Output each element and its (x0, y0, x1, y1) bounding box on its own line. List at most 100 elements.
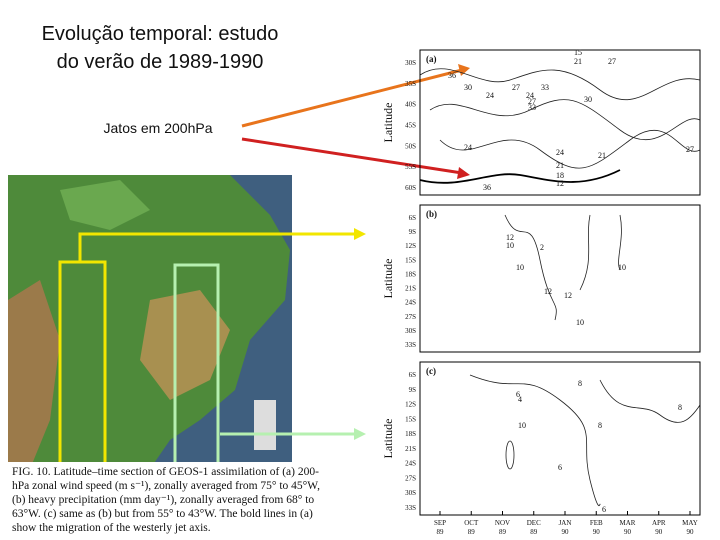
y-tick-label: 50S (405, 142, 416, 150)
x-tick-year: 89 (499, 528, 507, 536)
caption-line: FIG. 10. Latitude–time section of GEOS-1… (12, 466, 319, 478)
y-tick-label: 12S (405, 242, 416, 250)
contour-label: 24 (464, 143, 472, 152)
contour-label: 24 (556, 148, 564, 157)
contour (469, 374, 701, 507)
arrow-yellow (78, 232, 356, 262)
contour-label: 12 (564, 291, 572, 300)
contour-label: 27 (528, 97, 536, 106)
contour-label: 10 (516, 263, 524, 272)
y-tick-label: 12S (405, 401, 416, 409)
y-tick-label: 6S (409, 214, 417, 222)
contour-label: 8 (578, 379, 582, 388)
y-tick-label: 30S (405, 489, 416, 497)
y-tick-label: 9S (409, 228, 417, 236)
y-tick-label: 35S (405, 80, 416, 88)
y-tick-label: 27S (405, 474, 416, 482)
x-tick-year: 90 (624, 528, 632, 536)
contour-label: 8 (678, 403, 682, 412)
contour-label: 27 (608, 57, 616, 66)
panel-frame (419, 204, 701, 353)
arrowhead (354, 228, 366, 240)
y-tick-label: 6S (409, 371, 417, 379)
x-tick-year: 90 (687, 528, 695, 536)
x-tick-label: NOV (495, 519, 510, 527)
contour-label: 21 (574, 57, 582, 66)
arrowhead (458, 64, 470, 76)
y-tick-label: 21S (405, 285, 416, 293)
map-legend (254, 400, 276, 450)
y-axis-label: Latitude (381, 259, 395, 299)
contour-label: 10 (618, 263, 626, 272)
y-tick-label: 45S (405, 122, 416, 130)
title-line: Evolução temporal: estudo (42, 23, 279, 45)
x-tick-year: 89 (530, 528, 538, 536)
x-tick-label: SEP (434, 519, 446, 527)
y-tick-label: 55S (405, 163, 416, 171)
contour-label: 6 (558, 463, 562, 472)
contour-label: 36 (483, 183, 491, 192)
y-tick-label: 40S (405, 101, 416, 109)
contour-label: 18 (556, 171, 564, 180)
y-tick-label: 21S (405, 445, 416, 453)
x-tick-label: APR (652, 519, 666, 527)
contour-label: 24 (526, 91, 534, 100)
caption-line: 63°W. (c) same as (b) but from 55° to 43… (12, 508, 313, 520)
jet-label: Jatos em 200hPa (104, 120, 213, 136)
contour-label: 21 (598, 151, 606, 160)
map-andes (8, 280, 60, 469)
x-tick-label: JAN (559, 519, 572, 527)
title-line: do verão de 1989-1990 (57, 51, 264, 73)
arrowhead (354, 428, 366, 440)
contour-label: 6 (516, 390, 520, 399)
contour (439, 129, 701, 169)
y-tick-label: 33S (405, 341, 416, 349)
panel-frame (419, 361, 701, 516)
y-tick-label: 18S (405, 270, 416, 278)
y-tick-label: 9S (409, 386, 417, 394)
contour-label: 2 (540, 243, 544, 252)
caption-line: hPa zonal wind speed (m s⁻¹), zonally av… (12, 480, 320, 492)
y-tick-label: 15S (405, 256, 416, 264)
contour-label: 4 (518, 395, 522, 404)
contour-label: 12 (544, 287, 552, 296)
y-tick-label: 30S (405, 327, 416, 335)
panel-tag: (a) (426, 54, 437, 64)
contour-label: 10 (506, 241, 514, 250)
contour-label: 8 (598, 421, 602, 430)
contour (504, 214, 622, 321)
contour (429, 99, 701, 141)
contour-label: 15 (574, 48, 582, 57)
contour-label: 21 (556, 161, 564, 170)
contour-label: 12 (506, 233, 514, 242)
y-tick-label: 15S (405, 415, 416, 423)
y-axis-label: Latitude (381, 103, 395, 143)
arrow-orange (241, 68, 463, 128)
contour-label: 30 (464, 83, 472, 92)
x-tick-year: 89 (437, 528, 445, 536)
y-tick-label: 18S (405, 430, 416, 438)
x-tick-label: FEB (590, 519, 603, 527)
contour-label: 30 (584, 95, 592, 104)
x-tick-year: 89 (468, 528, 476, 536)
caption-box (8, 462, 378, 536)
x-tick-label: MAR (620, 519, 636, 527)
y-tick-label: 24S (405, 460, 416, 468)
y-tick-label: 33S (405, 504, 416, 512)
contour (505, 440, 515, 470)
contour-label: 24 (486, 91, 494, 100)
arrows (78, 64, 470, 440)
contour-label: 27 (686, 145, 694, 154)
panel-tag: (b) (426, 209, 437, 219)
map (8, 175, 292, 469)
contour-label: 12 (556, 179, 564, 188)
arrowhead (457, 167, 470, 179)
x-tick-label: OCT (464, 519, 479, 527)
y-tick-label: 60S (405, 184, 416, 192)
caption-line: show the migration of the westerly jet a… (12, 522, 211, 534)
contour-label: 27 (512, 83, 520, 92)
panel-tag: (c) (426, 366, 436, 376)
contour (419, 68, 701, 101)
